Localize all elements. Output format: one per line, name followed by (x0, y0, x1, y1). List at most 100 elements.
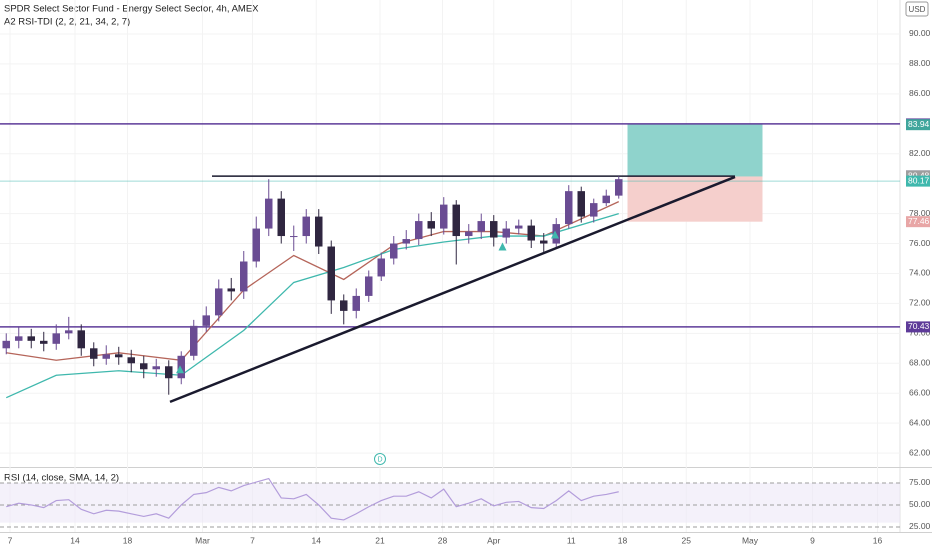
rsi-tick-label: 50.00 (909, 499, 931, 509)
y-tick-label: 90.00 (909, 28, 931, 38)
signal-triangle (176, 365, 184, 374)
candle-body (252, 228, 260, 262)
candle-body (515, 225, 523, 229)
dividend-marker (374, 453, 386, 465)
price-label-box (906, 216, 930, 228)
profit-zone (627, 123, 763, 177)
currency: USD (909, 5, 926, 14)
x-tick-label: 14 (70, 535, 80, 545)
loss-zone (627, 176, 763, 222)
rsi-band (0, 482, 900, 523)
candle-body (490, 221, 498, 238)
y-tick-label: 68.00 (909, 358, 931, 368)
candle-body (352, 295, 360, 311)
dividend-label: D (377, 456, 382, 463)
x-tick-label: 11 (567, 535, 576, 545)
candle-body (602, 195, 610, 204)
signal-triangle (498, 242, 507, 251)
candle-body (527, 225, 535, 241)
candle-body (402, 239, 410, 244)
y-tick-label: 70.00 (909, 328, 931, 338)
moving-average (6, 201, 620, 361)
candle-body (540, 240, 548, 244)
candle-body (465, 231, 473, 237)
candle-body (452, 204, 460, 237)
chart-title: SPDR Select Sector Fund - Energy Select … (4, 4, 259, 15)
x-tick-label: 14 (312, 535, 322, 545)
x-tick-label: 28 (438, 535, 448, 545)
price-label: 77.46 (908, 216, 930, 226)
candle-body (15, 336, 23, 341)
candle-body (127, 357, 135, 364)
y-tick-label: 86.00 (909, 88, 931, 98)
candle-body (177, 355, 185, 379)
candle-body (565, 191, 573, 225)
candle-body (302, 216, 310, 237)
candle-body (365, 276, 373, 296)
candle-body (277, 198, 285, 237)
x-tick-label: Apr (487, 535, 500, 545)
candle-body (240, 261, 248, 292)
candle-body (202, 315, 210, 326)
rsi-tick-label: 25.00 (909, 521, 931, 531)
x-tick-label: 16 (873, 535, 883, 545)
price-label-box (906, 321, 930, 333)
y-tick-label: 74.00 (909, 268, 931, 278)
y-tick-label: 82.00 (909, 148, 931, 158)
candle-body (165, 366, 173, 379)
candle-body (227, 288, 235, 292)
candle-body (140, 363, 148, 370)
candle-body (215, 288, 223, 316)
price-label: 83.94 (908, 119, 930, 129)
candle-body (52, 333, 60, 344)
candle-body (315, 216, 323, 247)
rsi-line (6, 477, 619, 521)
candle-body (77, 330, 85, 349)
candle-body (265, 198, 273, 229)
price-label: 70.43 (908, 321, 930, 331)
price-label-box (906, 119, 930, 131)
indicator-label: A2 RSI-TDI (2, 2, 21, 34, 2, 7) (4, 17, 130, 28)
candle-body (90, 348, 98, 359)
price-label: 80.17 (908, 175, 930, 185)
candle-body (327, 246, 335, 301)
moving-average (5, 212, 619, 399)
y-tick-label: 66.00 (909, 387, 931, 397)
y-tick-label: 78.00 (909, 208, 931, 218)
x-tick-label: 7 (250, 535, 255, 545)
x-tick-label: 25 (682, 535, 692, 545)
x-tick-label: 7 (8, 535, 13, 545)
candle-body (440, 204, 448, 229)
candle-body (2, 340, 10, 349)
x-tick-label: 18 (618, 535, 628, 545)
y-tick-label: 64.00 (909, 417, 931, 427)
candle-body (102, 354, 110, 359)
rsi-label: RSI (14, close, SMA, 14, 2) (4, 473, 119, 484)
currency-box[interactable] (905, 1, 929, 17)
x-tick-label: 18 (123, 535, 133, 545)
candle-body (615, 179, 623, 196)
candle-body (27, 336, 35, 341)
x-tick-label: May (742, 535, 759, 545)
candle-body (290, 236, 298, 238)
x-tick-label: 9 (810, 535, 815, 545)
candle-body (40, 340, 48, 344)
y-tick-label: 62.00 (909, 447, 931, 457)
x-tick-label: Mar (195, 535, 210, 545)
y-tick-label: 76.00 (909, 238, 931, 248)
candle-body (152, 366, 160, 370)
candle-body (340, 300, 348, 311)
candle-body (590, 203, 598, 217)
candle-body (115, 354, 123, 358)
rsi-tick-label: 75.00 (909, 477, 931, 487)
candle-body (502, 228, 510, 238)
candle-body (427, 221, 435, 229)
candle-body (65, 330, 73, 334)
signal-triangle (551, 230, 559, 239)
candle-body (390, 243, 398, 259)
candle-body (415, 221, 423, 240)
trendline (169, 175, 736, 404)
candle-body (377, 258, 385, 277)
candle-body (477, 221, 485, 232)
